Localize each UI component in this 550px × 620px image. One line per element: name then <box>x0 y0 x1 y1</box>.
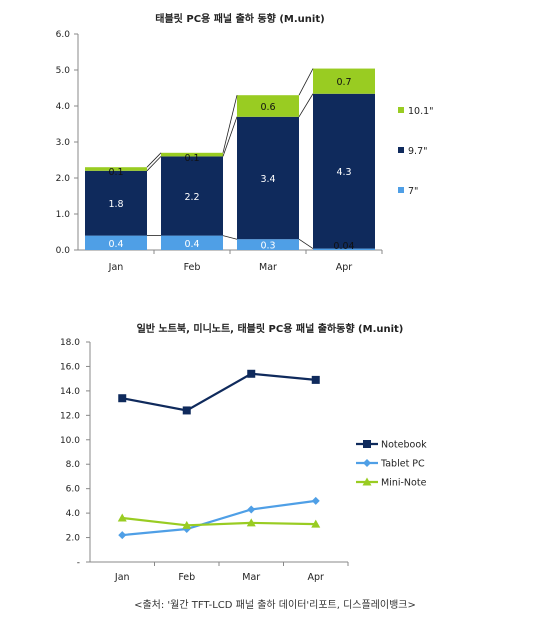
chart1-y-tick-label: 6.0 <box>56 30 71 40</box>
chart2-point-0 <box>182 406 191 415</box>
chart2-x-tick-label: Jan <box>114 572 130 583</box>
chart2-y-tick-label: 10.0 <box>60 436 80 446</box>
chart1-data-label: 0.4 <box>108 239 123 250</box>
chart2-y-tick-label: 16.0 <box>60 362 80 372</box>
chart1-series-line <box>222 235 238 240</box>
chart2-legend-marker <box>363 459 371 467</box>
chart1-data-label: 0.6 <box>260 102 275 113</box>
chart1-series-line <box>298 93 314 118</box>
chart2-point-2 <box>311 519 321 528</box>
chart1-data-label: 0.1 <box>108 167 123 178</box>
chart1-legend-label: 7" <box>408 186 418 197</box>
chart2-point-2 <box>246 518 256 527</box>
line-chart: 일반 노트북, 미니노트, 태블릿 PC용 패널 출하동향 (M.unit) - 2… <box>60 322 427 583</box>
chart2-point-1 <box>311 496 320 505</box>
chart2-point-0 <box>118 394 127 403</box>
chart2-y-tick-label: 14.0 <box>60 387 80 397</box>
chart2-x-tick-label: Feb <box>178 572 195 583</box>
chart1-series-line <box>146 152 162 168</box>
chart2-point-1 <box>247 505 256 514</box>
chart2-point-0 <box>247 369 256 378</box>
chart1-data-label: 4.3 <box>336 167 351 178</box>
chart1-series-line <box>222 95 238 153</box>
chart1-legend-label: 10.1" <box>408 106 434 117</box>
chart1-data-label: 0.3 <box>260 241 275 252</box>
chart1-data-label: 1.8 <box>108 199 123 210</box>
chart1-y-tick-label: 2.0 <box>56 174 71 184</box>
chart2-point-1 <box>118 531 127 540</box>
chart2-legend-marker <box>362 477 372 486</box>
chart2-line-tablet-pc <box>122 499 316 537</box>
chart1-y-tick-label: 0.0 <box>56 246 71 256</box>
chart1-x-tick-label: Mar <box>259 262 277 273</box>
chart2-legend-marker <box>363 440 371 448</box>
chart2-title: 일반 노트북, 미니노트, 태블릿 PC용 패널 출하동향 (M.unit) <box>137 322 404 335</box>
chart1-data-label: 0.1 <box>184 153 199 164</box>
chart1-bar-1 <box>237 116 299 240</box>
chart1-series-line <box>222 116 238 157</box>
chart1-y-tick-label: 3.0 <box>56 138 71 148</box>
chart2-y-tick-label: 18.0 <box>60 338 80 348</box>
chart2-point-2 <box>182 520 192 529</box>
chart1-data-label: 0.4 <box>184 239 199 250</box>
chart1-title: 태블릿 PC용 패널 출하 동향 (M.unit) <box>155 12 324 25</box>
chart1-bar-0 <box>161 235 223 250</box>
chart1-data-label: 0.04 <box>333 241 354 252</box>
chart2-legend-label: Notebook <box>381 440 427 451</box>
chart1-bar-0 <box>313 248 375 250</box>
chart1-bar-1 <box>85 170 147 236</box>
chart2-y-tick-label: 8.0 <box>66 460 81 470</box>
chart1-bar-0 <box>85 235 147 250</box>
chart2-line-mini-note <box>122 516 316 527</box>
source-caption: <출처: '월간 TFT-LCD 패널 출하 데이터'리포트, 디스플레이뱅크> <box>134 600 416 611</box>
chart1-legend-swatch <box>398 187 404 193</box>
chart2-y-tick-label: 2.0 <box>66 534 81 544</box>
chart2-y-tick-label: - <box>77 558 80 568</box>
chart1-bar-2 <box>161 152 223 157</box>
chart1-bar-1 <box>313 93 375 249</box>
chart1-legend-swatch <box>398 107 404 113</box>
chart1-series-line <box>298 68 314 96</box>
chart2-x-tick-label: Mar <box>242 572 260 583</box>
chart2-point-0 <box>311 375 320 384</box>
chart2-x-tick-label: Apr <box>308 572 325 583</box>
chart1-bar-2 <box>313 68 375 94</box>
chart1-bar-2 <box>85 167 147 171</box>
chart1-y-tick-label: 5.0 <box>56 66 71 76</box>
chart2-legend-label: Tablet PC <box>380 459 425 470</box>
chart1-legend-swatch <box>398 147 404 153</box>
chart2-y-tick-label: 12.0 <box>60 411 80 421</box>
stacked-bar-chart: 태블릿 PC용 패널 출하 동향 (M.unit) 0.0 1.0 2.0 3.0 4.0… <box>56 12 434 273</box>
chart1-x-tick-label: Jan <box>108 262 124 273</box>
chart2-y-tick-label: 4.0 <box>66 509 81 519</box>
chart2-line-notebook <box>122 372 316 412</box>
chart2-y-tick-label: 6.0 <box>66 485 81 495</box>
chart1-bar-2 <box>237 95 299 117</box>
chart1-x-tick-label: Apr <box>336 262 353 273</box>
chart2-point-2 <box>117 513 127 522</box>
chart1-data-label: 2.2 <box>184 192 199 203</box>
chart1-y-tick-label: 4.0 <box>56 102 71 112</box>
chart1-x-tick-label: Feb <box>184 262 201 273</box>
chart2-legend-label: Mini-Note <box>381 478 427 489</box>
chart1-data-label: 0.7 <box>336 77 351 88</box>
chart1-bar-1 <box>161 156 223 236</box>
chart1-legend-label: 9.7" <box>408 146 427 157</box>
chart1-bar-0 <box>237 239 299 250</box>
chart1-data-label: 3.4 <box>260 174 275 185</box>
chart1-y-tick-label: 1.0 <box>56 210 71 220</box>
chart1-series-line <box>298 238 314 249</box>
chart1-series-line <box>146 156 162 172</box>
